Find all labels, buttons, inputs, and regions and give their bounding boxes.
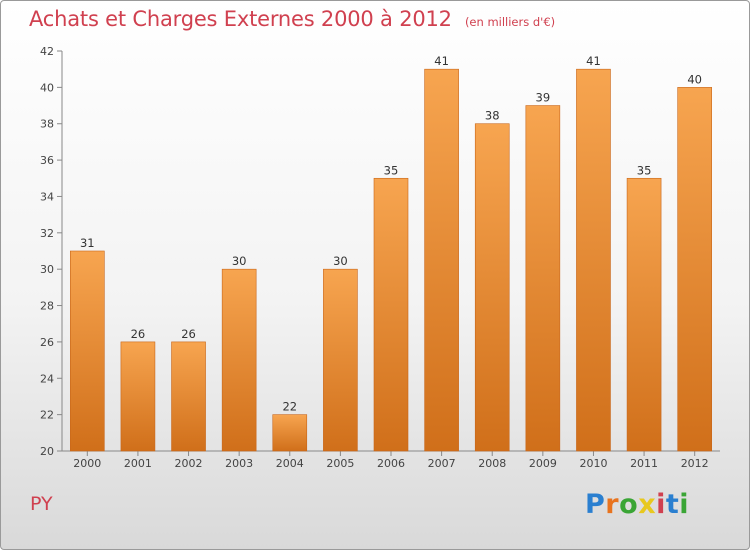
y-tick-label: 38 bbox=[40, 118, 54, 131]
x-tick-label: 2001 bbox=[124, 457, 152, 470]
y-tick-label: 32 bbox=[40, 227, 54, 240]
data-label: 30 bbox=[333, 254, 348, 268]
bar-2004 bbox=[272, 414, 308, 452]
x-tick-label: 2012 bbox=[681, 457, 709, 470]
x-tick-label: 2011 bbox=[630, 457, 658, 470]
title-row: Achats et Charges Externes 2000 à 2012 (… bbox=[29, 7, 555, 31]
logo-letter: x bbox=[638, 489, 657, 520]
x-tick-label: 2007 bbox=[428, 457, 456, 470]
bar-2011 bbox=[626, 177, 662, 452]
y-tick-label: 26 bbox=[40, 336, 54, 349]
data-label: 35 bbox=[384, 163, 399, 177]
x-tick-label: 2003 bbox=[225, 457, 253, 470]
x-tick-label: 2010 bbox=[579, 457, 607, 470]
chart-title: Achats et Charges Externes 2000 à 2012 bbox=[29, 7, 452, 31]
bar-2001 bbox=[120, 341, 156, 452]
y-tick-label: 22 bbox=[40, 409, 54, 422]
x-tick-label: 2000 bbox=[73, 457, 101, 470]
logo-letter: o bbox=[619, 489, 639, 520]
data-label: 26 bbox=[131, 327, 146, 341]
data-label: 26 bbox=[181, 327, 196, 341]
logo-letter: i bbox=[679, 489, 690, 520]
bar-2009 bbox=[525, 105, 561, 452]
proxiti-logo[interactable]: Proxiti bbox=[585, 489, 689, 520]
chart-unit: (en milliers d'€) bbox=[464, 15, 556, 29]
data-label: 41 bbox=[586, 54, 601, 68]
logo-letter: t bbox=[665, 489, 680, 520]
x-tick-label: 2008 bbox=[478, 457, 506, 470]
data-label: 38 bbox=[485, 109, 500, 123]
bar-2005 bbox=[323, 268, 358, 452]
data-label: 39 bbox=[536, 91, 551, 105]
x-tick-label: 2004 bbox=[276, 457, 304, 470]
x-tick-label: 2005 bbox=[326, 457, 354, 470]
data-label: 35 bbox=[637, 163, 652, 177]
x-tick-label: 2002 bbox=[175, 457, 203, 470]
bar-2010 bbox=[576, 68, 611, 452]
x-tick-label: 2006 bbox=[377, 457, 405, 470]
bar-2012 bbox=[677, 87, 712, 452]
data-label: 31 bbox=[80, 236, 95, 250]
logo-letter: P bbox=[585, 489, 606, 520]
bar-2007 bbox=[424, 68, 459, 452]
bar-2006 bbox=[373, 177, 409, 452]
y-tick-label: 20 bbox=[40, 445, 54, 458]
bar-2003 bbox=[221, 268, 257, 452]
y-tick-label: 28 bbox=[40, 300, 54, 313]
y-tick-label: 42 bbox=[40, 45, 54, 58]
data-label: 22 bbox=[282, 400, 297, 414]
y-tick-label: 30 bbox=[40, 263, 54, 276]
y-tick-label: 24 bbox=[40, 372, 54, 385]
logo-letter: r bbox=[605, 489, 620, 520]
bar-2000 bbox=[70, 250, 105, 452]
bar-2002 bbox=[171, 341, 206, 452]
y-tick-label: 34 bbox=[40, 190, 54, 203]
commune-name: PY bbox=[30, 493, 53, 515]
data-label: 41 bbox=[434, 54, 449, 68]
data-labels: 31 26 26 30 22 30 35 41 38 39 41 35 40 bbox=[80, 54, 702, 413]
y-tick-label: 36 bbox=[40, 154, 54, 167]
data-label: 40 bbox=[687, 72, 702, 86]
axes: 20 22 24 26 28 30 32 34 36 38 40 42 2000 2001 2002 2003… bbox=[40, 45, 720, 470]
data-label: 30 bbox=[232, 254, 247, 268]
bar-2008 bbox=[474, 123, 510, 452]
logo-letter: i bbox=[656, 489, 666, 520]
x-tick-label: 2009 bbox=[529, 457, 557, 470]
y-tick-label: 40 bbox=[40, 81, 54, 94]
bars bbox=[70, 68, 712, 452]
